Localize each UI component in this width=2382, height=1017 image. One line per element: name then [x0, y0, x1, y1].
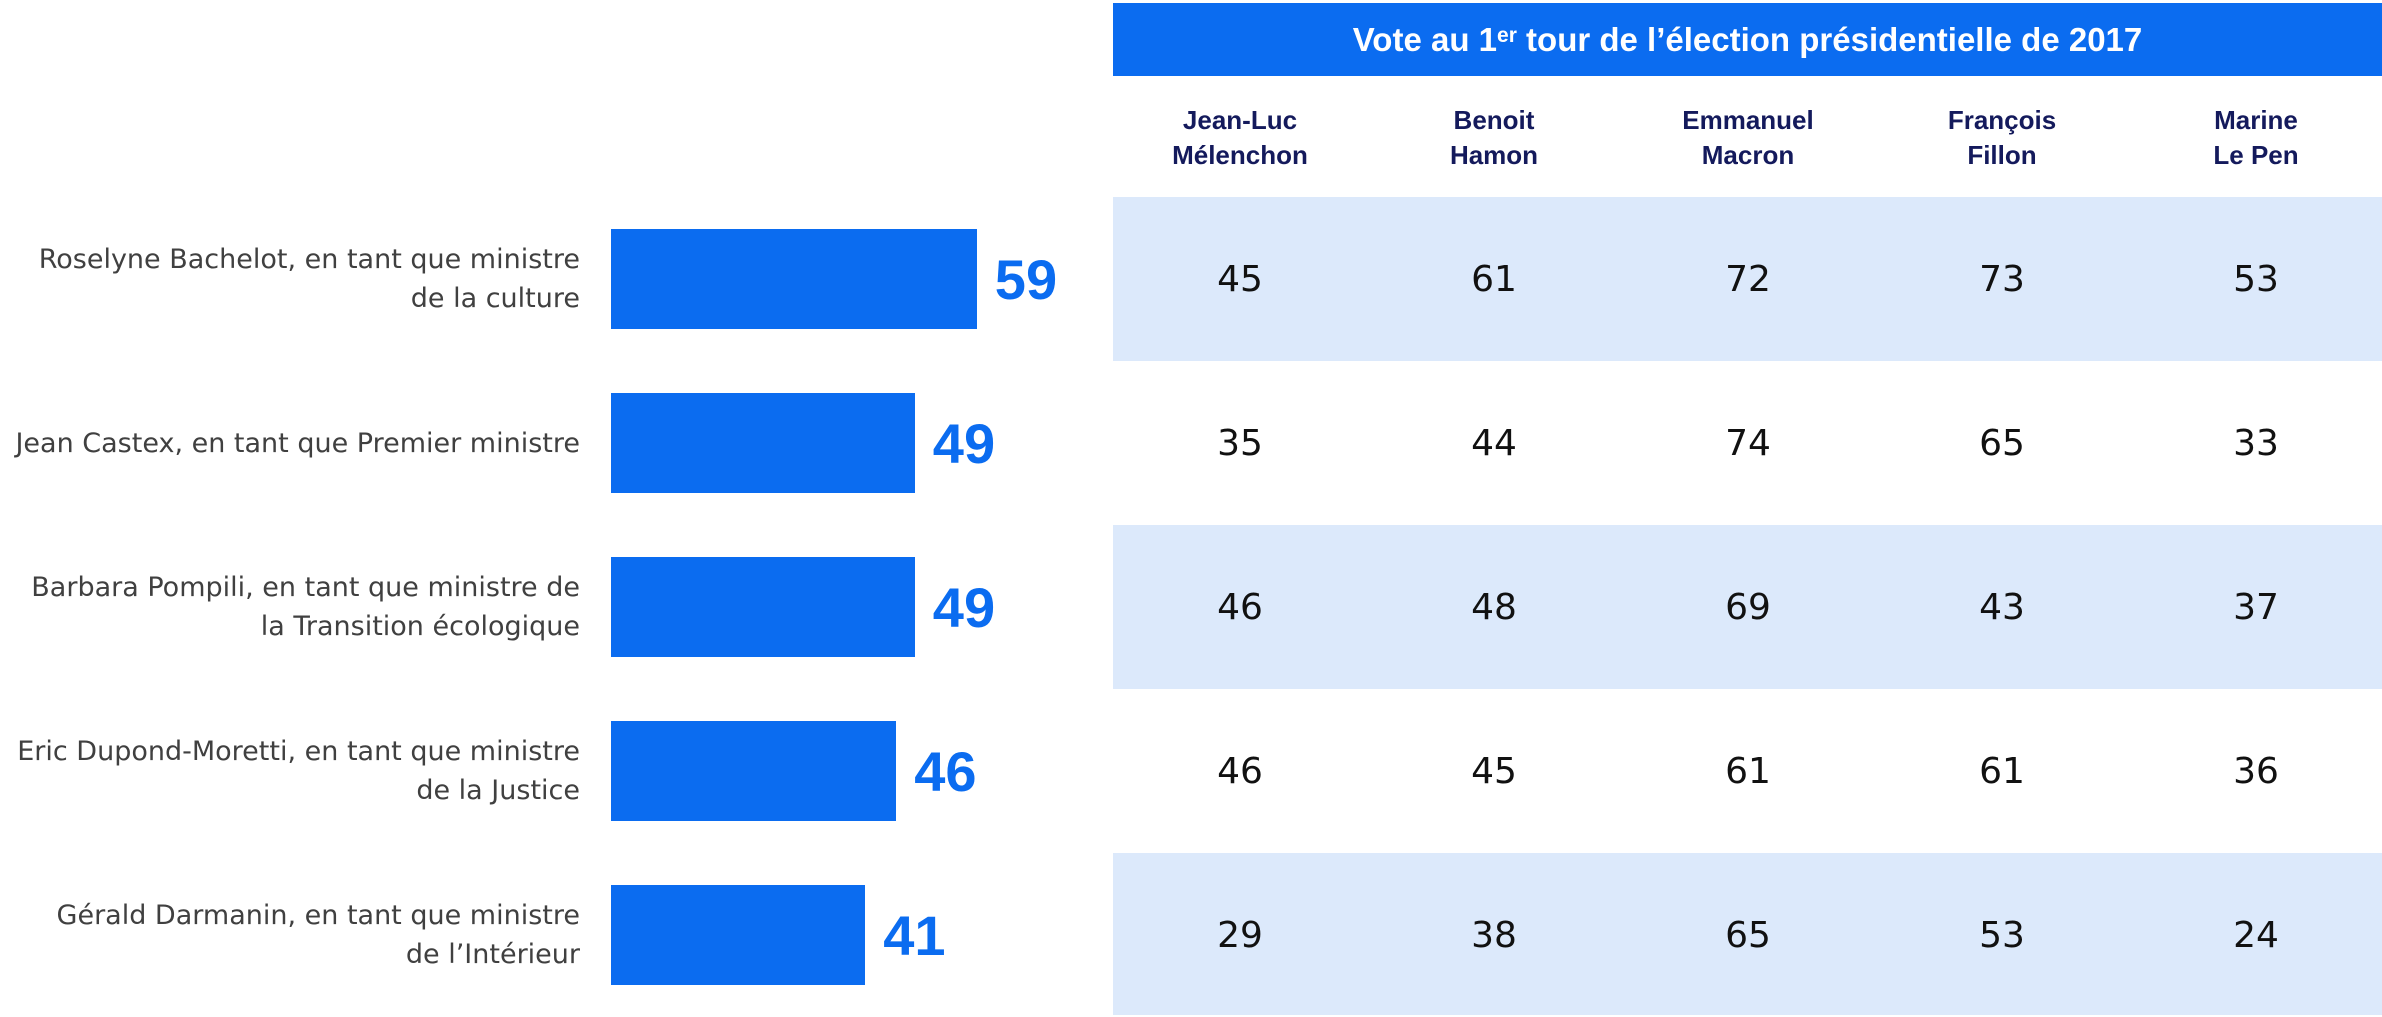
table-cell: 48: [1471, 586, 1517, 628]
column-header-line: François: [1947, 105, 2057, 135]
table-cell: 61: [1979, 750, 2025, 792]
category-label: Jean Castex, en tant que Premier ministr…: [15, 427, 580, 459]
column-header-line: Benoit: [1453, 105, 1535, 135]
column-header: Jean-Luc Mélenchon: [1113, 103, 1367, 173]
table-cell: 24: [2233, 914, 2279, 956]
bar: [611, 885, 866, 985]
table-cell: 33: [2233, 422, 2279, 464]
table-cell: 38: [1471, 914, 1517, 956]
table-cell: 43: [1979, 586, 2025, 628]
category-label: Barbara Pompili, en tant que ministre de…: [31, 572, 580, 642]
column-header-line: Jean-Luc: [1182, 105, 1298, 135]
title-part: er: [1497, 23, 1517, 47]
column-header-line: Macron: [1701, 140, 1795, 170]
bar: [611, 229, 977, 329]
category-label: Gérald Darmanin, en tant que ministre de…: [56, 900, 580, 970]
column-header: Benoit Hamon: [1367, 103, 1621, 173]
column-header-line: Hamon: [1449, 140, 1539, 170]
table-cell: 65: [1979, 422, 2025, 464]
column-header: François Fillon: [1875, 103, 2129, 173]
column-header-line: Marine: [2214, 105, 2298, 135]
value-label: 46: [914, 739, 977, 803]
column-header: Emmanuel Macron: [1621, 103, 1875, 173]
column-header-line: Emmanuel: [1682, 105, 1814, 135]
value-label: 41: [883, 903, 946, 967]
table-cell: 61: [1471, 258, 1517, 300]
table-cell: 73: [1979, 258, 2025, 300]
table-cell: 69: [1725, 586, 1771, 628]
row-band: [1113, 853, 2382, 1015]
bar: [611, 721, 897, 821]
table-cell: 44: [1471, 422, 1517, 464]
row-band: [1113, 197, 2382, 361]
table-cell: 46: [1217, 586, 1263, 628]
column-header: Marine Le Pen: [2129, 103, 2382, 173]
table-cell: 37: [2233, 586, 2279, 628]
table-cell: 29: [1217, 914, 1263, 956]
title-part: tour de l’élection présidentielle de 201…: [1516, 20, 2143, 58]
table-cell: 74: [1725, 422, 1771, 464]
category-label: Roselyne Bachelot, en tant que ministre …: [38, 244, 580, 314]
table-cell: 45: [1471, 750, 1517, 792]
table-cell: 53: [2233, 258, 2279, 300]
bar: [611, 557, 915, 657]
table-cell: 45: [1217, 258, 1263, 300]
row-band: [1113, 525, 2382, 689]
value-label: 49: [932, 411, 996, 475]
column-header-line: Fillon: [1967, 140, 2037, 170]
table-cell: 46: [1217, 750, 1263, 792]
value-label: 59: [994, 247, 1058, 311]
title-part: Vote au 1: [1352, 20, 1498, 58]
column-header-line: Le Pen: [2213, 140, 2299, 170]
column-header-line: Mélenchon: [1172, 140, 1308, 170]
table-cell: 72: [1725, 258, 1771, 300]
table-title: Vote au 1 er tour de l’élection président…: [1113, 3, 2382, 76]
table-cell: 61: [1725, 750, 1771, 792]
bar: [611, 393, 915, 493]
table-cell: 36: [2233, 750, 2279, 792]
table-cell: 35: [1217, 422, 1263, 464]
table-cell: 53: [1979, 914, 2025, 956]
table-cell: 65: [1725, 914, 1771, 956]
value-label: 49: [932, 575, 996, 639]
category-label: Eric Dupond-Moretti, en tant que ministr…: [17, 736, 580, 806]
